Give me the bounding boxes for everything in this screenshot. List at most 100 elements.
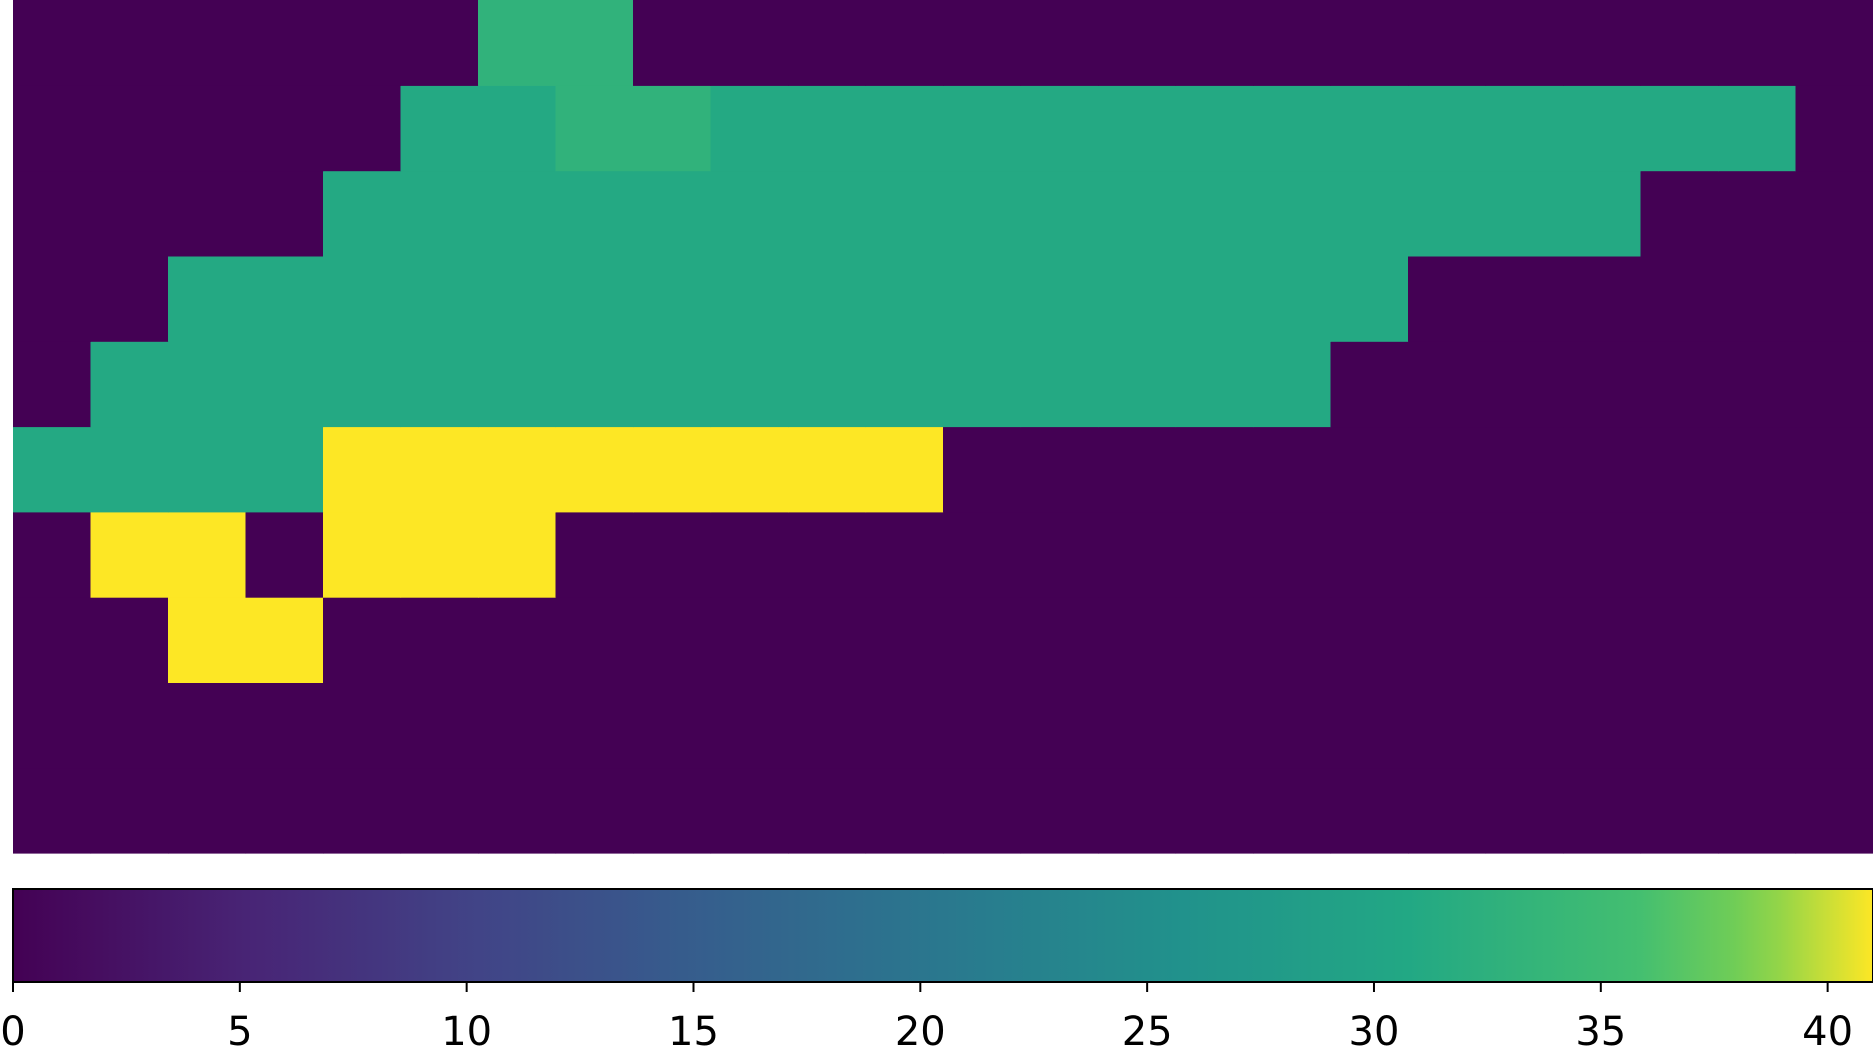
heatmap-cell [1330, 597, 1409, 683]
heatmap-cell [865, 597, 944, 683]
heatmap-cell [1098, 0, 1177, 86]
heatmap-cell [1718, 511, 1797, 598]
heatmap-cell [943, 170, 1022, 257]
heatmap-cell [1408, 597, 1487, 683]
heatmap-cell [1795, 341, 1873, 428]
heatmap-cell [1485, 597, 1564, 683]
heatmap-cell [1640, 511, 1719, 598]
heatmap-cell [1563, 511, 1642, 598]
heatmap-cell [1408, 341, 1487, 428]
heatmap-cell [555, 341, 634, 428]
heatmap-cell [1795, 426, 1873, 513]
heatmap-cell [478, 426, 557, 513]
heatmap-cell [788, 597, 867, 683]
heatmap-cell [1330, 426, 1409, 513]
heatmap-cell [633, 597, 712, 683]
heatmap-cell [1253, 341, 1332, 428]
heatmap-cell [478, 255, 557, 342]
colorbar-tick-label: 20 [895, 1009, 946, 1053]
heatmap-cell [323, 255, 402, 342]
heatmap-cell [1640, 0, 1719, 86]
colorbar-tick-label: 25 [1122, 1009, 1173, 1053]
heatmap-cell [1485, 682, 1564, 769]
heatmap-cell [90, 767, 169, 854]
heatmap-cell [168, 255, 247, 342]
heatmap-cell [788, 341, 867, 428]
heatmap-cell [1563, 0, 1642, 86]
heatmap-cell [1330, 170, 1409, 257]
heatmap-cell [1485, 426, 1564, 513]
heatmap-cell [865, 170, 944, 257]
heatmap-cell [1795, 85, 1873, 172]
heatmap-cell [168, 682, 247, 769]
heatmap-cell [168, 767, 247, 854]
heatmap-cell [710, 0, 789, 86]
heatmap-cell [1408, 170, 1487, 257]
heatmap-cell [788, 0, 867, 86]
heatmap-cell [1098, 255, 1177, 342]
heatmap-cell [633, 511, 712, 598]
heatmap-cell [1795, 170, 1873, 257]
heatmap-cell [865, 85, 944, 172]
heatmap-cell [400, 0, 479, 86]
heatmap-cell [13, 341, 92, 428]
heatmap-cell [400, 511, 479, 598]
heatmap-cell [1718, 85, 1797, 172]
heatmap-cell [1563, 682, 1642, 769]
heatmap-cell [1098, 597, 1177, 683]
colorbar-tick-label: 15 [668, 1009, 719, 1053]
heatmap-cell [555, 597, 634, 683]
heatmap-cell [323, 0, 402, 86]
heatmap-cell [13, 170, 92, 257]
heatmap-cell [710, 170, 789, 257]
heatmap-cell [710, 255, 789, 342]
heatmap-cell [400, 767, 479, 854]
heatmap-cell [1175, 767, 1254, 854]
colorbar-ticks: 0 5 10 15 20 25 30 35 40 [0, 982, 1853, 1053]
heatmap-cell [555, 682, 634, 769]
heatmap-cell [788, 511, 867, 598]
heatmap-cell [1563, 426, 1642, 513]
heatmap-cell [1098, 682, 1177, 769]
heatmap-cell [168, 511, 247, 598]
heatmap-cell [1718, 170, 1797, 257]
heatmap-cell [245, 170, 324, 257]
heatmap-cell [1175, 0, 1254, 86]
heatmap-cell [633, 341, 712, 428]
heatmap-cell [13, 511, 92, 598]
heatmap-cell [1175, 255, 1254, 342]
heatmap-cell [168, 85, 247, 172]
heatmap-cell [1020, 426, 1099, 513]
heatmap-cell [1563, 597, 1642, 683]
heatmap-cell [1175, 511, 1254, 598]
heatmap-cell [400, 682, 479, 769]
heatmap-cell [90, 170, 169, 257]
heatmap-cell [865, 511, 944, 598]
heatmap-cell [90, 511, 169, 598]
heatmap-cell [245, 597, 324, 683]
heatmap-cell [865, 255, 944, 342]
heatmap-cell [1718, 767, 1797, 854]
heatmap-cell [943, 511, 1022, 598]
heatmap-cell [1640, 767, 1719, 854]
heatmap-cell [865, 426, 944, 513]
heatmap-cell [1020, 85, 1099, 172]
heatmap-cell [245, 255, 324, 342]
heatmap-cell [1098, 426, 1177, 513]
heatmap-cell [1020, 341, 1099, 428]
heatmap-cell [1253, 597, 1332, 683]
heatmap-cell [633, 682, 712, 769]
heatmap-cell [168, 170, 247, 257]
heatmap-cell [1640, 255, 1719, 342]
heatmap-cell [1253, 170, 1332, 257]
heatmap-cell [633, 767, 712, 854]
heatmap-cell [1640, 85, 1719, 172]
heatmap-cell [633, 170, 712, 257]
heatmap-cell [90, 255, 169, 342]
heatmap-cell [788, 767, 867, 854]
heatmap-cell [400, 170, 479, 257]
heatmap-cell [1795, 0, 1873, 86]
heatmap-cell [245, 511, 324, 598]
heatmap-cell [1330, 682, 1409, 769]
